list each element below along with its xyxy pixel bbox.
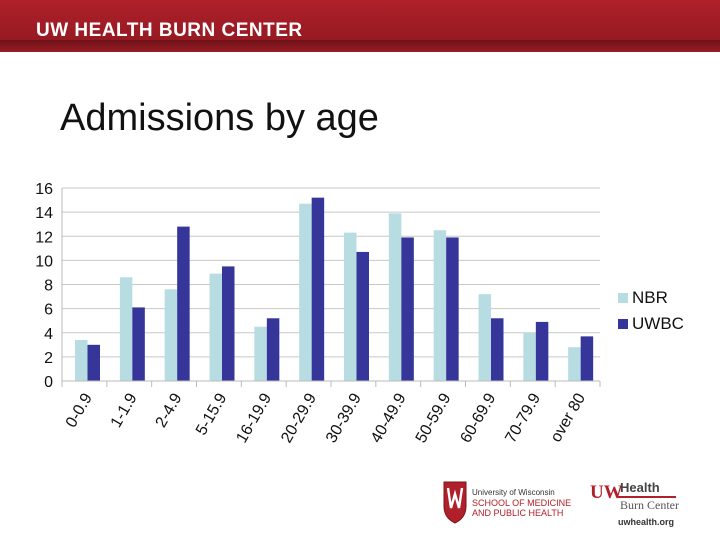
y-tick-label: 2: [44, 350, 53, 367]
bar-nbr: [119, 277, 133, 381]
logo1-line3: AND PUBLIC HEALTH: [472, 508, 564, 518]
legend-swatch-nbr: [618, 293, 628, 303]
bar-uwbc: [266, 318, 280, 381]
uw-mark: UW: [590, 482, 623, 503]
banner-stripe: [0, 40, 720, 52]
bar-nbr: [209, 273, 222, 381]
bar-nbr: [254, 326, 267, 381]
bar-nbr: [523, 332, 536, 381]
x-tick-label: 50-59.9: [413, 390, 455, 446]
uwhealth-burn-logo: UW Health Burn Center uwhealth.org: [588, 478, 688, 530]
x-tick-label: 1-1.9: [108, 390, 141, 430]
x-tick-label: 60-69.9: [458, 390, 500, 446]
bar-uwbc: [177, 226, 190, 381]
x-tick-label: 16-19.9: [233, 390, 275, 446]
legend-swatch-uwbc: [618, 319, 628, 329]
bar-uwbc: [132, 307, 145, 381]
y-tick-label: 4: [44, 326, 53, 343]
y-tick-label: 10: [35, 253, 53, 270]
uw-crest-icon: [443, 481, 467, 524]
bar-nbr: [344, 232, 357, 381]
x-tick-label: 5-15.9: [193, 390, 230, 438]
bar-uwbc: [311, 197, 325, 381]
bar-uwbc: [580, 336, 594, 381]
logo1-line2: SCHOOL OF MEDICINE: [472, 498, 572, 508]
bar-uwbc: [87, 344, 100, 381]
banner-title: UW HEALTH BURN CENTER: [36, 20, 303, 41]
bar-uwbc: [446, 237, 459, 381]
y-tick-label: 16: [35, 181, 53, 198]
uw-smph-logo: University of Wisconsin SCHOOL OF MEDICI…: [442, 478, 572, 526]
bar-uwbc: [401, 237, 414, 381]
x-tick-label: 70-79.9: [502, 390, 544, 446]
y-tick-label: 8: [44, 278, 53, 295]
health-label: Health: [620, 480, 660, 495]
bar-nbr: [388, 213, 402, 381]
logo1-line1: University of Wisconsin: [472, 488, 555, 497]
bar-nbr: [75, 339, 88, 381]
y-tick-label: 14: [35, 205, 53, 222]
bar-nbr: [478, 294, 491, 381]
x-tick-label: 20-29.9: [278, 390, 320, 446]
bar-uwbc: [535, 321, 549, 381]
header-banner: UW HEALTH BURN CENTER: [0, 0, 720, 52]
slide-title: Admissions by age: [60, 97, 379, 139]
y-tick-label: 0: [44, 374, 53, 391]
x-tick-label: 40-49.9: [368, 390, 410, 446]
burn-center-label: Burn Center: [620, 498, 679, 512]
bar-uwbc: [491, 318, 504, 381]
x-tick-label: 30-39.9: [323, 390, 365, 446]
smph-logo-text: University of Wisconsin SCHOOL OF MEDICI…: [472, 488, 571, 518]
bar-nbr: [299, 203, 312, 381]
x-tick-label: 2-4.9: [153, 390, 186, 430]
legend-label-uwbc: UWBC: [632, 314, 684, 333]
y-tick-label: 6: [44, 302, 53, 319]
bar-nbr: [568, 347, 581, 381]
bar-uwbc: [356, 251, 369, 381]
uwhealth-url: uwhealth.org: [618, 517, 674, 527]
bar-nbr: [164, 289, 178, 381]
legend-label-nbr: NBR: [632, 288, 668, 307]
logo-rule: [618, 496, 676, 498]
x-tick-label: 0-0.9: [63, 390, 96, 430]
bar-uwbc: [222, 266, 235, 381]
x-tick-label: over 80: [548, 390, 589, 445]
y-tick-label: 12: [35, 229, 53, 246]
bar-nbr: [433, 230, 447, 381]
